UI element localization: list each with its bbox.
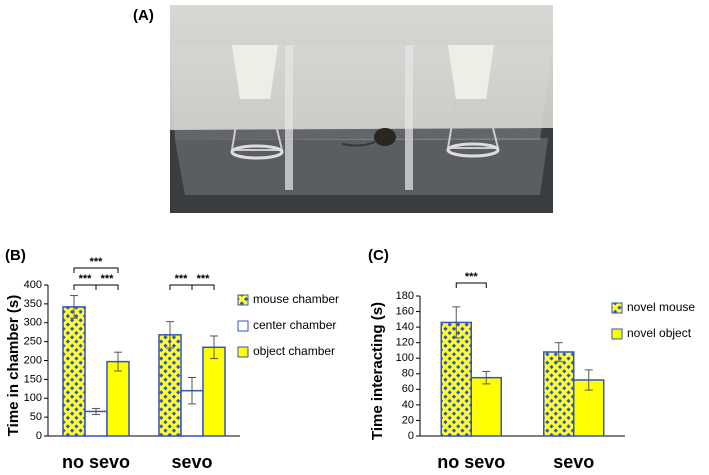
legend-swatch [237, 320, 249, 332]
significance-bracket [455, 282, 487, 288]
y-tick-label: 250 [24, 336, 42, 348]
x-tick-label: sevo [171, 452, 212, 470]
significance-label: *** [79, 273, 93, 285]
significance-bracket [73, 284, 97, 290]
error-bar [188, 376, 196, 405]
y-tick-label: 120 [396, 337, 414, 349]
significance-bracket [169, 284, 193, 290]
photo [170, 5, 553, 213]
x-tick-label: no sevo [62, 452, 130, 470]
y-tick-label: 180 [396, 290, 414, 302]
error-bar [452, 306, 461, 339]
significance-label: *** [465, 271, 479, 283]
y-tick-label: 60 [402, 383, 414, 395]
error-bar [554, 342, 563, 362]
y-tick-label: 40 [402, 399, 414, 411]
bar [106, 360, 130, 437]
x-tick-label: no sevo [437, 452, 505, 470]
y-tick-label: 100 [396, 352, 414, 364]
y-tick-label: 150 [24, 373, 42, 385]
panel-label: (C) [368, 247, 389, 264]
error-bar [92, 407, 100, 415]
y-axis-label: Time interacting (s) [369, 302, 386, 440]
error-bar [166, 321, 174, 349]
bar [62, 306, 86, 437]
legend-swatch [611, 328, 623, 340]
legend-label: novel mouse [627, 300, 695, 314]
legend-label: mouse chamber [253, 292, 339, 306]
legend-label: object chamber [253, 344, 335, 358]
significance-bracket [73, 267, 119, 273]
significance-label: *** [197, 273, 211, 285]
y-tick-label: 160 [396, 305, 414, 317]
legend-label: novel object [627, 326, 692, 340]
bar [440, 321, 472, 437]
panel-label: (B) [5, 247, 26, 264]
significance-bracket [191, 284, 215, 290]
bar [202, 346, 226, 437]
y-tick-label: 80 [402, 368, 414, 380]
error-bar [210, 335, 218, 360]
y-tick-label: 0 [36, 430, 42, 442]
significance-label: *** [175, 273, 189, 285]
x-tick-label: sevo [553, 452, 594, 470]
y-tick-label: 20 [402, 414, 414, 426]
y-tick-label: 100 [24, 392, 42, 404]
y-tick-label: 0 [408, 430, 414, 442]
y-tick-label: 50 [30, 411, 42, 423]
legend-swatch [237, 294, 249, 306]
significance-label: *** [101, 273, 115, 285]
y-tick-label: 200 [24, 354, 42, 366]
bar [470, 376, 502, 437]
error-bar [482, 370, 491, 385]
y-tick-label: 400 [24, 279, 42, 291]
legend-label: center chamber [253, 318, 336, 332]
bar [158, 334, 182, 437]
legend-swatch [611, 302, 623, 314]
bar [84, 410, 108, 437]
significance-bracket [95, 284, 119, 290]
error-bar [114, 351, 122, 372]
y-tick-label: 140 [396, 321, 414, 333]
y-axis-label: Time in chamber (s) [5, 295, 22, 436]
y-tick-label: 300 [24, 317, 42, 329]
error-bar [584, 369, 593, 391]
significance-label: *** [90, 256, 104, 268]
legend-swatch [237, 346, 249, 358]
panel-label: (A) [133, 7, 154, 24]
bar [543, 351, 575, 437]
error-bar [70, 295, 78, 319]
y-tick-label: 350 [24, 298, 42, 310]
